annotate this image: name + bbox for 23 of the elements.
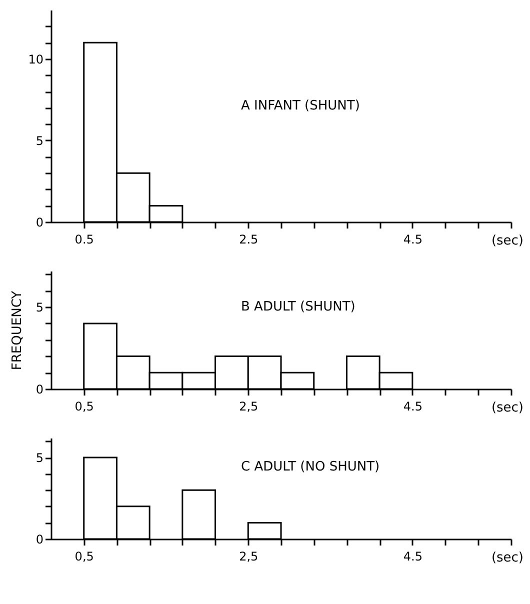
y-axis-title: FREQUENCY bbox=[10, 290, 25, 370]
x-tick-label: 2,5 bbox=[239, 550, 258, 564]
y-tick-label: 0 bbox=[36, 382, 44, 396]
x-tick-label: 4.5 bbox=[403, 400, 422, 414]
y-tick-label: 10 bbox=[28, 52, 44, 66]
x-tick-label: 4.5 bbox=[403, 550, 422, 564]
x-tick-label: 2.5 bbox=[239, 232, 258, 246]
x-axis-title: (sec) bbox=[491, 234, 524, 248]
text: C ADULT (NO SHUNT) bbox=[241, 459, 380, 474]
x-tick-label: 0,5 bbox=[74, 550, 94, 564]
x-axis-title: (sec) bbox=[491, 400, 524, 416]
y-tick-label: 0 bbox=[36, 532, 44, 546]
text: A INFANT (SHUNT) bbox=[241, 98, 360, 114]
text: B ADULT (SHUNT) bbox=[241, 299, 356, 314]
y-tick-label: 5 bbox=[36, 134, 44, 148]
y-tick-label: 5 bbox=[36, 300, 44, 315]
x-axis-title: (sec) bbox=[491, 550, 524, 566]
x-tick-label: 0.5 bbox=[74, 232, 94, 246]
y-tick-label: 0 bbox=[36, 216, 44, 230]
y-tick-label: 5 bbox=[36, 451, 44, 466]
x-tick-label: 2,5 bbox=[239, 400, 258, 414]
x-tick-label: 0,5 bbox=[74, 400, 94, 414]
x-tick-label: 4.5 bbox=[403, 232, 422, 246]
